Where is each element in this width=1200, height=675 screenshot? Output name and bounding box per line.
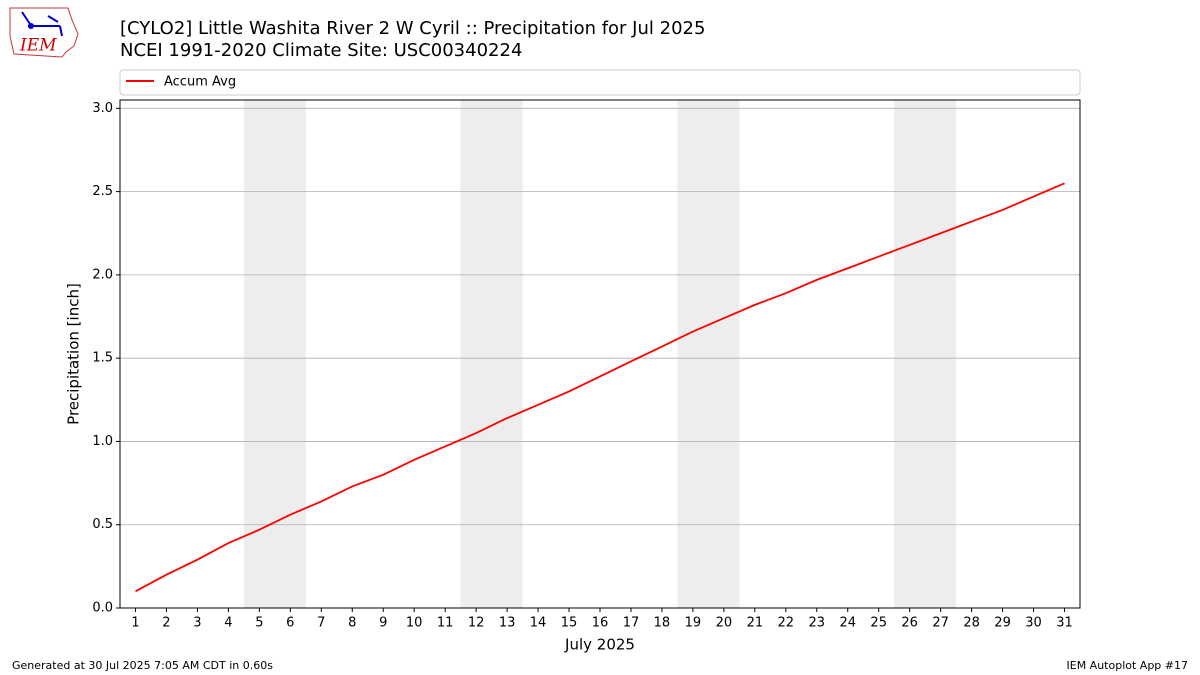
x-tick-label: 11 bbox=[437, 616, 454, 631]
chart-title: [CYLO2] Little Washita River 2 W Cyril :… bbox=[120, 18, 705, 39]
x-tick-label: 29 bbox=[994, 616, 1011, 631]
x-tick-label: 2 bbox=[162, 616, 170, 631]
x-tick-label: 6 bbox=[286, 616, 294, 631]
logo-text: IEM bbox=[19, 36, 57, 56]
x-tick-label: 3 bbox=[193, 616, 201, 631]
x-tick-label: 1 bbox=[131, 616, 139, 631]
x-tick-label: 10 bbox=[406, 616, 423, 631]
x-tick-label: 7 bbox=[317, 616, 325, 631]
x-tick-label: 14 bbox=[530, 616, 547, 631]
x-tick-label: 19 bbox=[685, 616, 702, 631]
y-axis-label: Precipitation [inch] bbox=[65, 283, 83, 425]
x-tick-label: 8 bbox=[348, 616, 356, 631]
x-tick-label: 22 bbox=[778, 616, 795, 631]
x-tick-label: 9 bbox=[379, 616, 387, 631]
x-tick-label: 17 bbox=[623, 616, 640, 631]
chart-subtitle: NCEI 1991-2020 Climate Site: USC00340224 bbox=[120, 40, 522, 61]
logo: IEM bbox=[9, 7, 79, 58]
data-line bbox=[135, 182, 1065, 593]
x-tick-label: 30 bbox=[1025, 616, 1042, 631]
logo-icon bbox=[21, 11, 63, 37]
y-tick-label: 2.0 bbox=[92, 267, 113, 282]
x-tick-label: 24 bbox=[839, 616, 856, 631]
x-tick-label: 21 bbox=[747, 616, 764, 631]
x-tick-label: 15 bbox=[561, 616, 578, 631]
legend-label: Accum Avg bbox=[164, 75, 236, 90]
weekend-band bbox=[460, 100, 523, 608]
weekend-band bbox=[894, 100, 957, 608]
x-axis-label: July 2025 bbox=[564, 636, 635, 654]
x-tick-label: 31 bbox=[1056, 616, 1073, 631]
y-tick-label: 2.5 bbox=[92, 184, 113, 199]
x-tick-label: 23 bbox=[809, 616, 826, 631]
y-tick-label: 3.0 bbox=[92, 101, 113, 116]
x-tick-label: 26 bbox=[901, 616, 918, 631]
x-tick-label: 5 bbox=[255, 616, 263, 631]
y-tick-label: 0.5 bbox=[92, 517, 113, 532]
x-tick-label: 4 bbox=[224, 616, 232, 631]
x-tick-label: 28 bbox=[963, 616, 980, 631]
y-tick-label: 0.0 bbox=[92, 601, 113, 616]
x-tick-label: 18 bbox=[654, 616, 671, 631]
footer-left: Generated at 30 Jul 2025 7:05 AM CDT in … bbox=[12, 659, 273, 672]
x-tick-label: 27 bbox=[932, 616, 949, 631]
x-tick-label: 13 bbox=[499, 616, 516, 631]
plot-area: 0.00.51.01.52.02.53.01 2 3 4 5 6 7 8 9 10 11 12 13 14… bbox=[92, 99, 1081, 631]
y-tick-label: 1.5 bbox=[92, 351, 113, 366]
x-tick-label: 16 bbox=[592, 616, 609, 631]
y-tick-label: 1.0 bbox=[92, 434, 113, 449]
legend-box bbox=[119, 69, 1081, 96]
logo-dot bbox=[28, 23, 34, 29]
weekend-band bbox=[677, 100, 740, 608]
footer-right: IEM Autoplot App #17 bbox=[1067, 659, 1189, 672]
plot-frame bbox=[119, 99, 1081, 609]
x-tick-label: 25 bbox=[870, 616, 887, 631]
x-tick-label: 12 bbox=[468, 616, 485, 631]
x-tick-label: 20 bbox=[716, 616, 733, 631]
weekend-band bbox=[243, 100, 306, 608]
